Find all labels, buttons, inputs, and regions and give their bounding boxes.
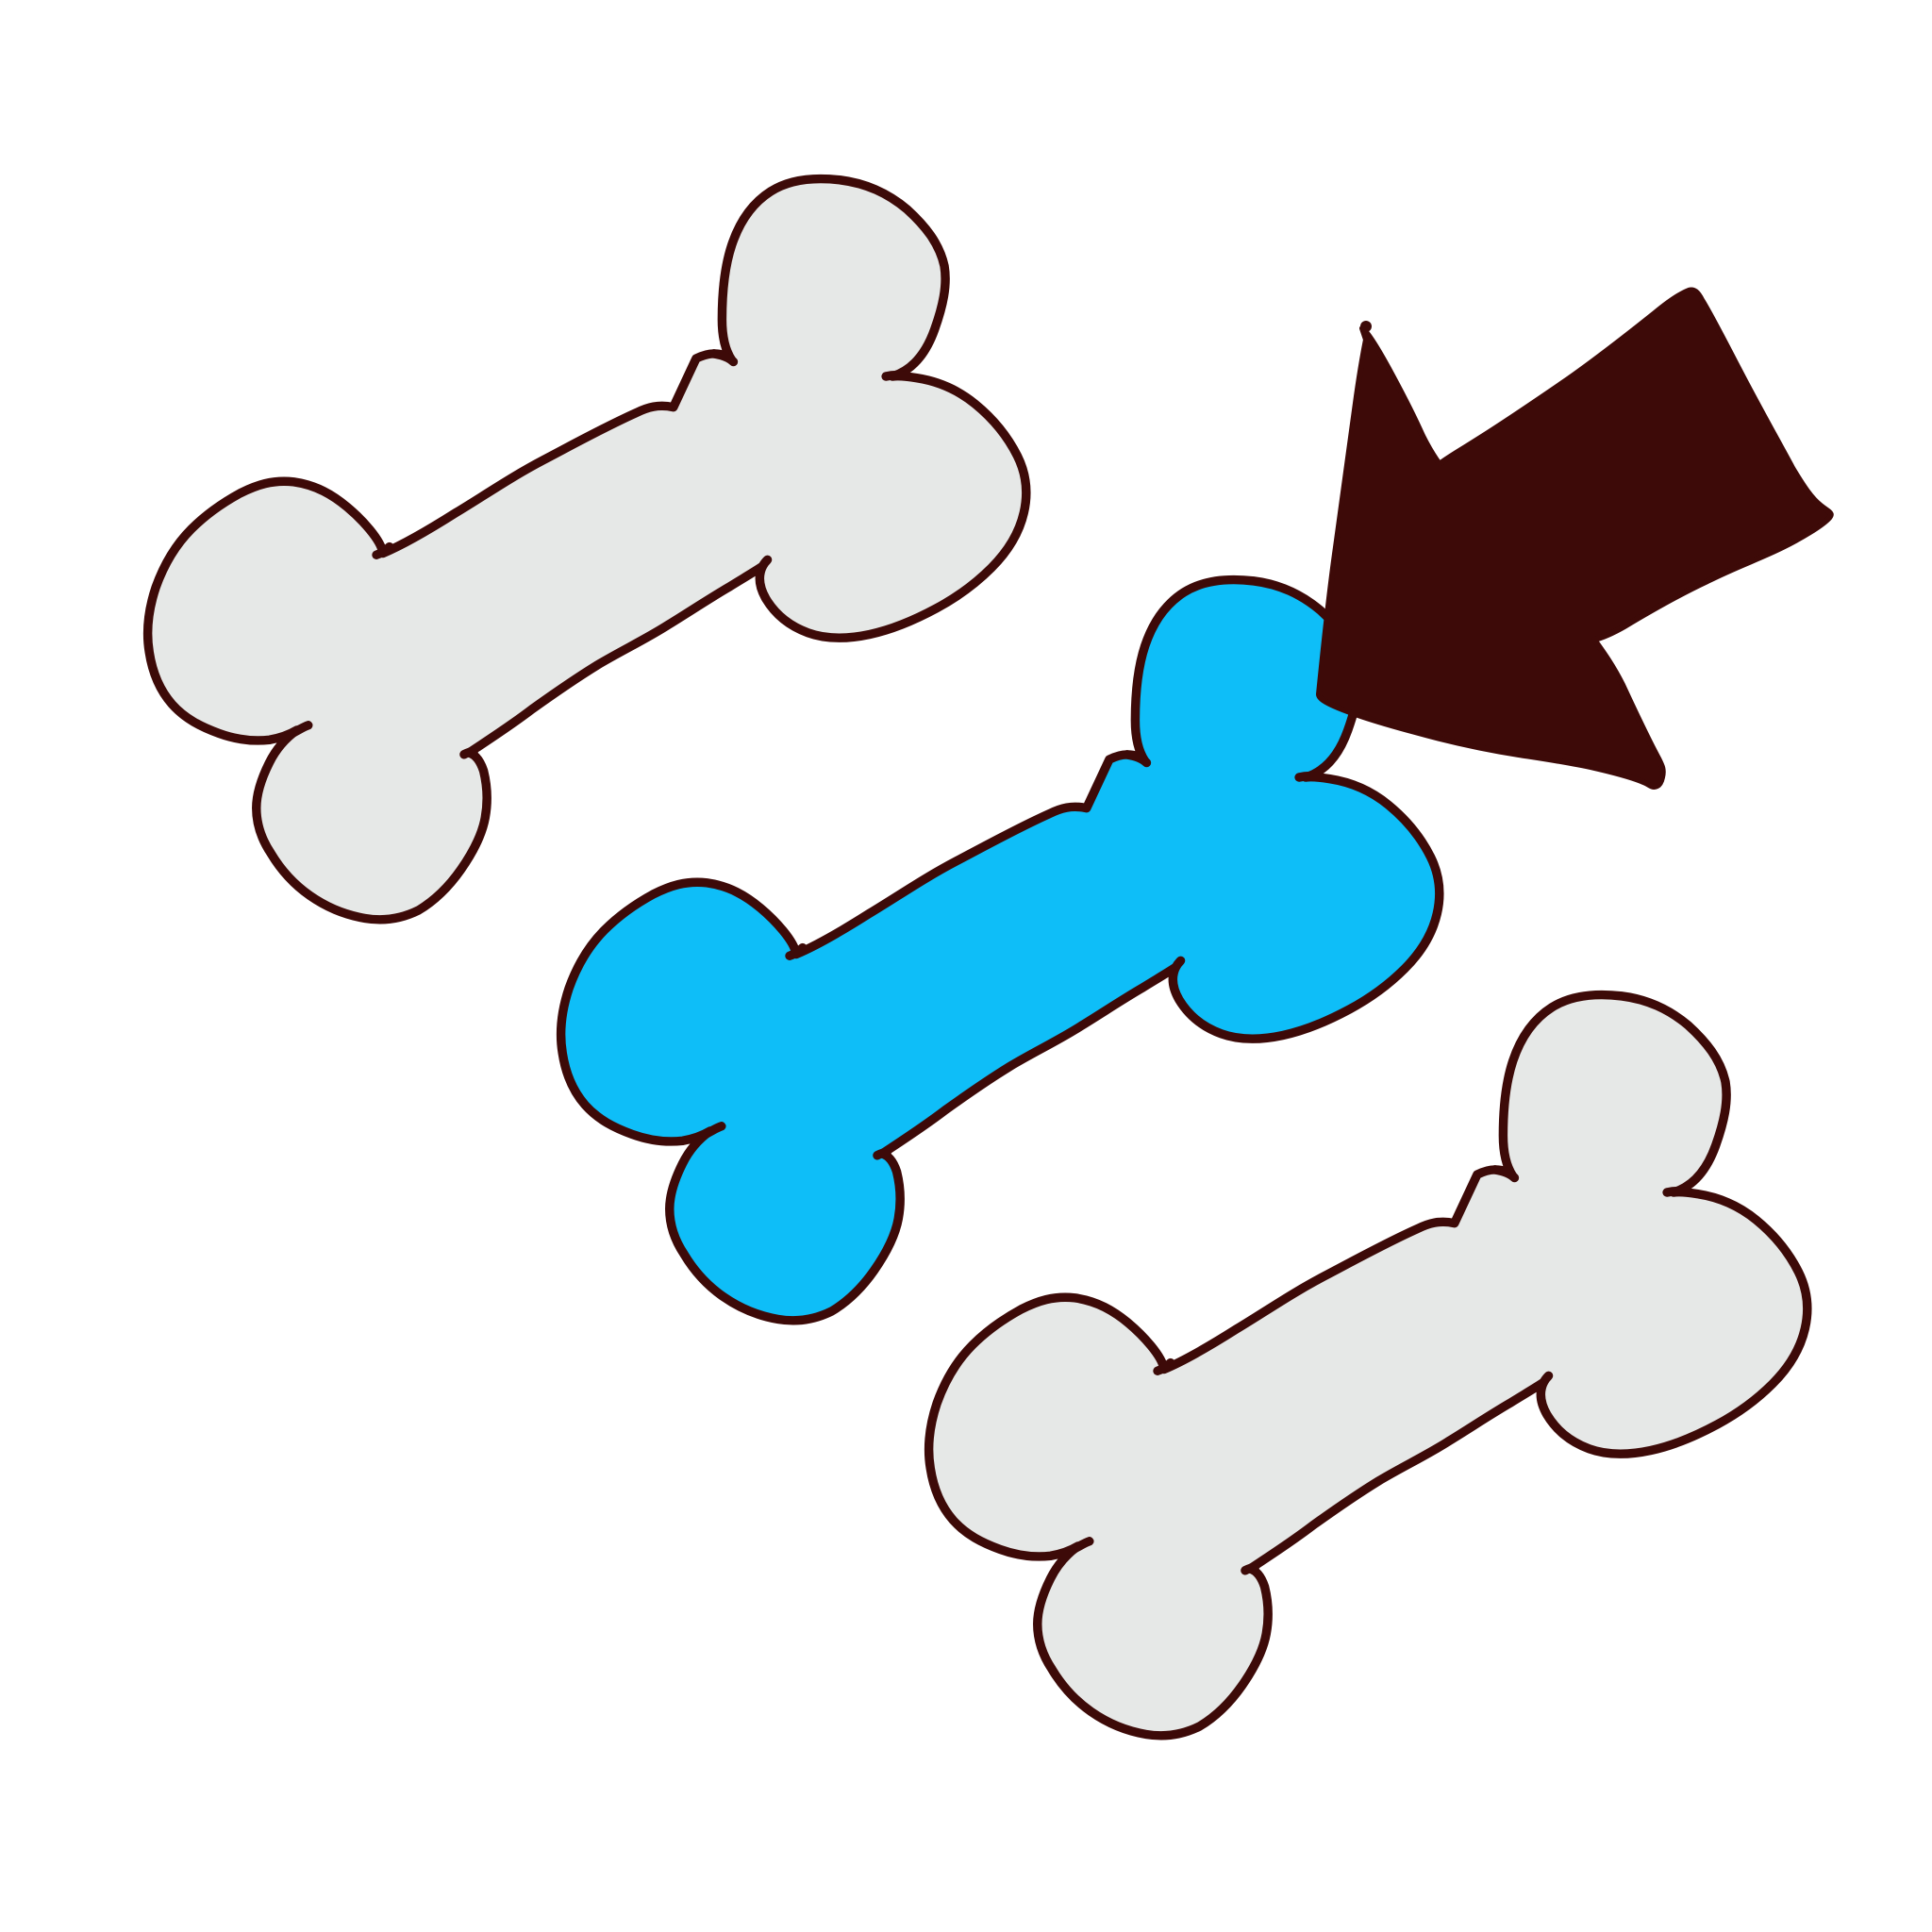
bone-bottom-right-outline-tick: [1543, 1375, 1548, 1382]
bone-bottom-right-outline-tick: [1667, 1191, 1688, 1192]
bone-top-left-outline-tick: [762, 559, 767, 566]
bone-center-body: [561, 580, 1440, 1321]
bone-center-outline-tick: [877, 1152, 887, 1155]
bone-top-left-outline-tick: [464, 751, 474, 754]
arrow-down-left-icon: [1319, 290, 1831, 786]
bone-top-left-body: [148, 179, 1026, 920]
bone-center-outline-tick: [1299, 776, 1320, 777]
arrow-tip-detail: [1360, 321, 1372, 332]
bone-center[interactable]: [561, 580, 1440, 1321]
bone-bottom-right-outline-tick: [1245, 1567, 1255, 1570]
bone-top-left-outline-tick: [886, 375, 907, 376]
bone-bottom-right-body: [929, 995, 1807, 1736]
bone-center-outline-tick: [1175, 960, 1180, 967]
bone-bottom-right[interactable]: [929, 995, 1807, 1736]
bone-top-left[interactable]: [148, 179, 1026, 920]
